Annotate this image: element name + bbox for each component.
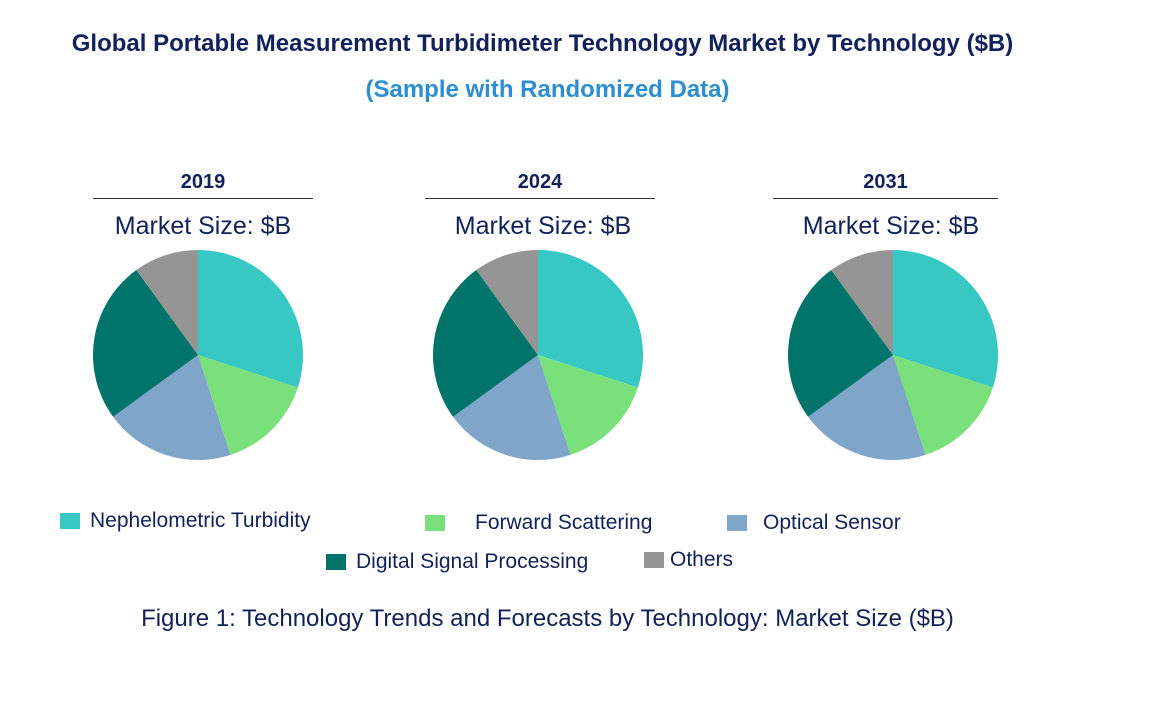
legend-label: Digital Signal Processing — [356, 550, 589, 573]
legend-item-digital-signal-processing: Digital Signal Processing — [326, 550, 588, 574]
market-size-label: Market Size: $B — [454, 212, 632, 240]
year-label-2031: 2031 — [863, 171, 908, 193]
legend-item-forward-scattering: Forward Scattering — [425, 511, 652, 535]
legend-swatch — [727, 515, 747, 531]
pie-slice-2031-forward-scattering — [893, 355, 993, 455]
legend-label: Forward Scattering — [475, 511, 653, 534]
figure-caption: Figure 1: Technology Trends and Forecast… — [141, 605, 954, 632]
pie-slice-2024-forward-scattering — [538, 355, 638, 455]
pie-slice-2019-digital-signal-processing — [93, 270, 198, 417]
legend-item-others: Others — [644, 548, 733, 572]
pie-slice-2019-forward-scattering — [198, 355, 298, 455]
legend-label: Others — [670, 548, 734, 571]
year-divider — [773, 198, 998, 199]
year-divider — [425, 198, 655, 199]
legend-swatch — [60, 513, 80, 529]
legend-label: Optical Sensor — [763, 511, 901, 534]
legend-item-optical-sensor: Optical Sensor — [727, 511, 901, 535]
pie-slice-2024-digital-signal-processing — [433, 270, 538, 417]
legend-swatch — [425, 515, 445, 531]
pie-slice-2019-nephelometric-turbidity — [198, 250, 303, 388]
chart-title: Global Portable Measurement Turbidimeter… — [71, 30, 1014, 57]
pie-slice-2031-optical-sensor — [808, 355, 926, 460]
pie-slice-2019-optical-sensor — [113, 355, 231, 460]
pie-slice-2024-nephelometric-turbidity — [538, 250, 644, 388]
market-size-label: Market Size: $B — [802, 212, 980, 240]
market-size-label: Market Size: $B — [114, 212, 292, 240]
pie-slice-2031-digital-signal-processing — [788, 270, 893, 417]
chart-subtitle: (Sample with Randomized Data) — [365, 76, 730, 103]
legend-item-nephelometric: Nephelometric Turbidity — [60, 509, 311, 533]
legend-swatch — [326, 554, 346, 570]
pie-slice-2024-optical-sensor — [453, 355, 571, 461]
pie-slice-2031-nephelometric-turbidity — [893, 250, 999, 388]
legend-swatch — [644, 552, 664, 568]
pie-slice-2019-others — [136, 250, 198, 355]
pie-slice-2031-others — [831, 250, 893, 355]
year-label-2024: 2024 — [517, 171, 563, 193]
year-label-2019: 2019 — [180, 171, 226, 193]
year-divider — [93, 198, 313, 199]
legend-label: Nephelometric Turbidity — [90, 509, 311, 532]
pie-slice-2024-others — [476, 250, 538, 355]
